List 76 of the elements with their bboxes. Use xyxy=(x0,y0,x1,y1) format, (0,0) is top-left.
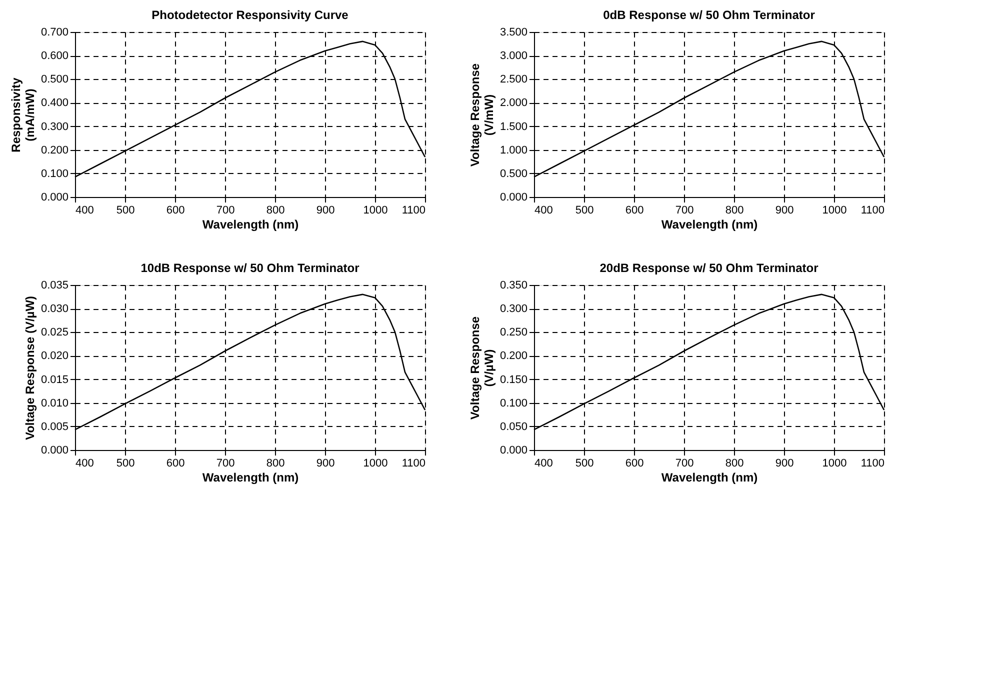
chart-title: 0dB Response w/ 50 Ohm Terminator xyxy=(603,8,816,22)
x-tick-label: 700 xyxy=(675,204,694,216)
y-tick-label: 0.200 xyxy=(40,144,68,156)
y-tick-label: 0.000 xyxy=(40,444,68,456)
x-tick-label: 600 xyxy=(625,204,644,216)
x-tick-label: 1000 xyxy=(363,204,388,216)
x-tick-label: 700 xyxy=(216,204,235,216)
chart-title: 20dB Response w/ 50 Ohm Terminator xyxy=(600,261,819,275)
x-tick-label: 600 xyxy=(166,204,185,216)
y-tick-label: 0.200 xyxy=(500,350,528,362)
x-tick-label: 800 xyxy=(266,204,285,216)
y-tick-label: 0.100 xyxy=(500,397,528,410)
chart-title: 10dB Response w/ 50 Ohm Terminator xyxy=(140,261,360,275)
x-tick-label: 1100 xyxy=(402,458,426,470)
x-tick-label: 700 xyxy=(216,458,235,470)
x-tick-label: 1000 xyxy=(363,458,388,470)
y-axis-title: Responsivity (mA/mW) xyxy=(8,77,37,152)
y-tick-label: 0.100 xyxy=(40,168,68,180)
x-tick-label: 400 xyxy=(534,204,553,216)
y-tick-label: 0.030 xyxy=(40,303,68,316)
y-tick-label: 0.015 xyxy=(40,374,68,386)
x-tick-label: 600 xyxy=(625,458,644,470)
x-tick-label: 900 xyxy=(775,204,794,216)
y-tick-label: 0.500 xyxy=(40,74,68,86)
x-tick-label: 400 xyxy=(76,458,94,470)
y-tick-label: 0.025 xyxy=(40,326,68,339)
x-tick-label: 800 xyxy=(266,458,285,470)
x-axis-title: Wavelength (nm) xyxy=(202,470,299,484)
x-tick-label: 1100 xyxy=(402,204,426,216)
y-tick-label: 0.000 xyxy=(500,192,528,204)
x-tick-label: 1100 xyxy=(860,458,884,470)
y-tick-label: 0.000 xyxy=(40,192,68,204)
y-tick-label: 2.000 xyxy=(500,97,528,110)
x-axis-title: Wavelength (nm) xyxy=(661,218,758,232)
x-tick-label: 500 xyxy=(116,204,135,216)
y-tick-label: 0.000 xyxy=(500,444,528,456)
x-axis-title: Wavelength (nm) xyxy=(202,218,299,232)
y-tick-label: 0.005 xyxy=(40,420,68,433)
x-tick-label: 900 xyxy=(316,204,335,216)
x-tick-label: 500 xyxy=(575,458,594,470)
x-tick-label: 800 xyxy=(725,458,744,470)
y-tick-label: 0.250 xyxy=(500,326,528,339)
y-tick-label: 0.010 xyxy=(40,397,68,410)
x-tick-label: 800 xyxy=(725,204,744,216)
y-axis-title: Voltage Response (V/µW) xyxy=(468,316,496,420)
x-tick-label: 700 xyxy=(675,458,694,470)
y-tick-label: 0.500 xyxy=(500,168,528,180)
x-tick-label: 600 xyxy=(166,458,185,470)
x-tick-label: 1000 xyxy=(822,204,847,216)
x-tick-label: 900 xyxy=(775,458,794,470)
y-tick-label: 0.700 xyxy=(40,26,68,38)
x-tick-label: 1100 xyxy=(860,204,884,216)
y-tick-label: 0.020 xyxy=(40,350,68,362)
x-tick-label: 400 xyxy=(76,204,94,216)
y-tick-label: 0.600 xyxy=(40,50,68,62)
y-tick-label: 0.035 xyxy=(40,280,68,292)
y-tick-label: 2.500 xyxy=(500,74,528,86)
x-tick-label: 500 xyxy=(575,204,594,216)
y-tick-label: 0.300 xyxy=(40,120,68,133)
y-tick-label: 0.050 xyxy=(500,420,528,433)
y-tick-label: 1.500 xyxy=(500,120,528,133)
x-tick-label: 500 xyxy=(116,458,135,470)
y-axis-title: Voltage Response (V/mW) xyxy=(468,63,496,167)
y-tick-label: 0.400 xyxy=(40,97,68,110)
x-tick-label: 900 xyxy=(316,458,335,470)
x-axis-title: Wavelength (nm) xyxy=(661,470,758,484)
y-tick-label: 3.500 xyxy=(500,26,528,38)
y-tick-label: 3.000 xyxy=(500,50,528,62)
chart-title: Photodetector Responsivity Curve xyxy=(152,8,349,22)
y-tick-label: 0.150 xyxy=(500,374,528,386)
y-tick-label: 0.350 xyxy=(500,280,528,292)
x-tick-label: 1000 xyxy=(822,458,847,470)
y-axis-title: Voltage Response (V/µW) xyxy=(22,296,37,440)
y-tick-label: 1.000 xyxy=(500,144,528,156)
y-tick-label: 0.300 xyxy=(500,303,528,316)
x-tick-label: 400 xyxy=(534,458,553,470)
